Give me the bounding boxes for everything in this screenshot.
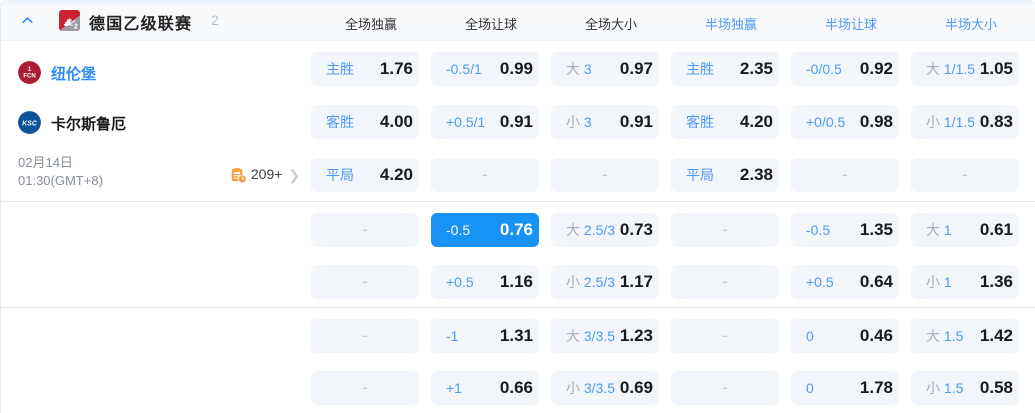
svg-text:2: 2 — [74, 22, 78, 31]
